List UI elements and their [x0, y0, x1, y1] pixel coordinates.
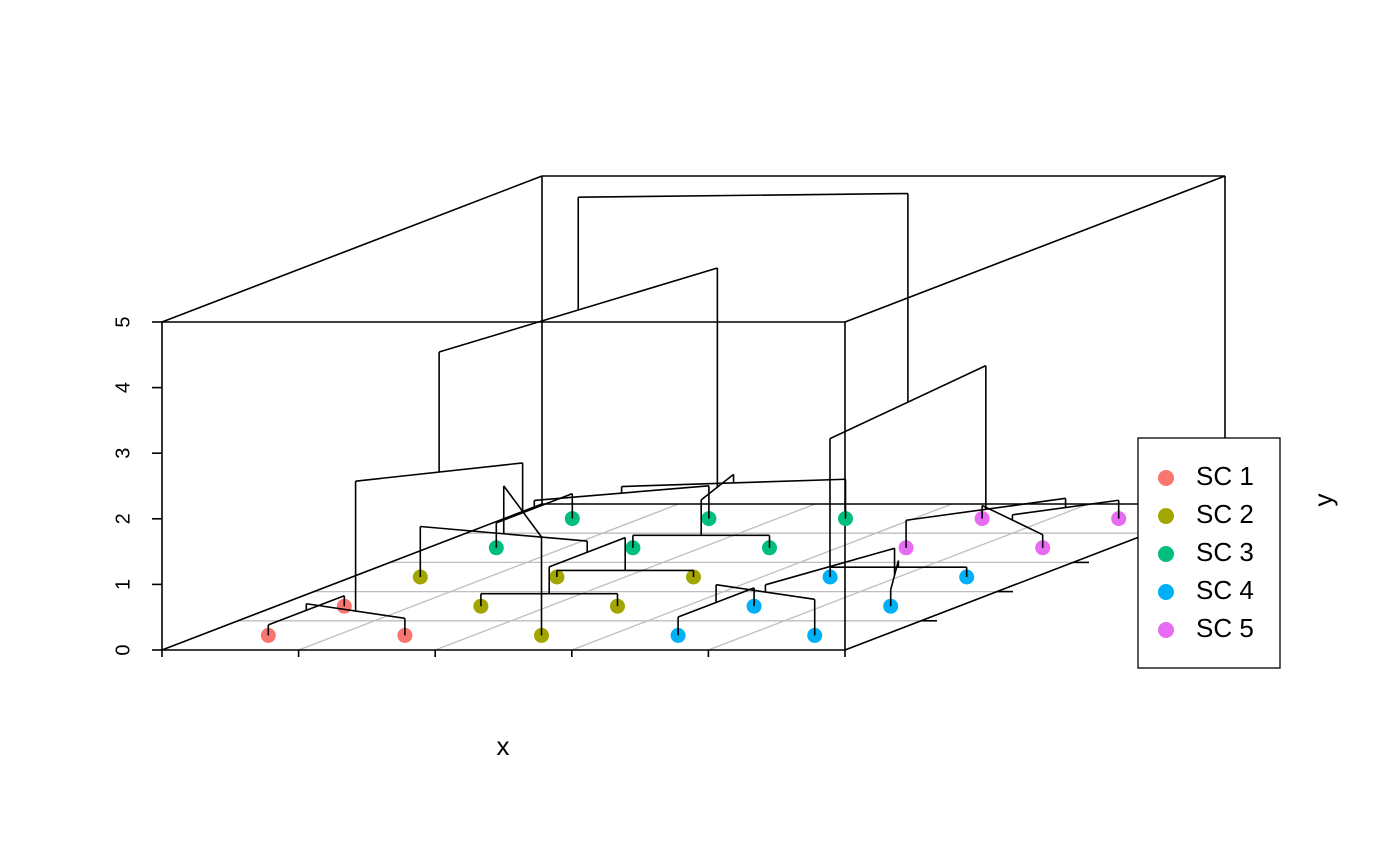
legend-marker — [1158, 470, 1174, 486]
dendrogram-link — [578, 192, 908, 198]
legend-marker — [1158, 622, 1174, 638]
grid-line — [708, 503, 1089, 651]
y-axis-label: y — [1308, 494, 1338, 507]
grid-line — [571, 503, 953, 651]
grid-line — [434, 503, 816, 651]
legend-label: SC 3 — [1196, 537, 1254, 567]
box-edge — [844, 175, 1226, 323]
legend-label: SC 5 — [1196, 613, 1254, 643]
z-tick-label: 5 — [112, 316, 134, 327]
legend-marker — [1158, 584, 1174, 600]
box-edge — [161, 503, 543, 651]
grid-line — [298, 503, 679, 651]
z-tick-label: 2 — [112, 513, 134, 524]
legend-label: SC 1 — [1196, 461, 1254, 491]
z-tick-label: 4 — [112, 382, 134, 393]
legend-label: SC 4 — [1196, 575, 1254, 605]
z-tick-label: 0 — [112, 644, 134, 655]
legend-marker — [1158, 508, 1174, 524]
legend-marker — [1158, 546, 1174, 562]
z-tick-label: 3 — [112, 448, 134, 459]
z-tick-label: 1 — [112, 579, 134, 590]
x-axis-label: x — [497, 731, 510, 761]
box-edge — [161, 175, 543, 323]
legend-label: SC 2 — [1196, 499, 1254, 529]
